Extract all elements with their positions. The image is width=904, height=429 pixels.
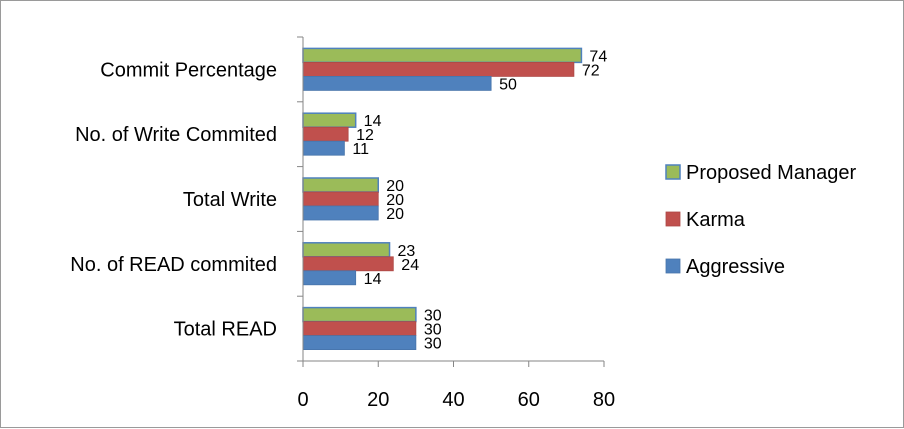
data-label: 11 [352,141,369,158]
category-label: Commit Percentage [100,59,277,81]
bar-aggressive-2 [302,205,379,221]
data-label: 30 [424,308,442,325]
axes: Commit Percentage No. of Write Commited To… [70,36,615,411]
bar-proposed-manager-3 [302,242,391,258]
tick-label: 80 [593,389,615,411]
legend-swatch [665,164,681,180]
bar-aggressive-4 [302,335,417,351]
bar-aggressive-1 [302,140,345,156]
category-label: Total READ [174,319,277,341]
data-label: 12 [356,127,374,144]
bar-aggressive-3 [302,270,357,286]
legend: Proposed Manager Karma Aggressive [665,162,856,278]
bar-karma-3 [302,256,394,272]
data-label: 24 [401,257,419,274]
bar-karma-0 [302,62,575,77]
legend-label: Proposed Manager [686,162,856,184]
legend-swatch [665,211,681,227]
data-label: 30 [424,336,442,353]
category-label: Total Write [183,189,277,211]
data-label: 20 [386,206,404,223]
bar-proposed-manager-1 [302,112,357,128]
tick-label: 40 [442,389,464,411]
data-label: 20 [386,192,404,209]
bar-karma-4 [302,321,417,337]
legend-label: Aggressive [686,256,785,278]
data-label: 14 [364,113,382,130]
data-label: 23 [398,243,416,260]
bar-proposed-manager-2 [302,177,379,193]
tick-label: 20 [367,389,389,411]
legend-label: Karma [686,209,746,231]
data-label: 14 [364,271,382,288]
tick-label: 0 [297,389,308,411]
category-label: No. of READ commited [70,254,277,276]
bar-aggressive-0 [302,76,492,91]
data-label: 74 [589,48,607,65]
tick-label: 60 [518,389,540,411]
bar-karma-2 [302,191,379,207]
bar-proposed-manager-4 [302,306,417,323]
bar-karma-1 [302,126,349,142]
data-label: 20 [386,178,404,195]
legend-swatch [665,258,681,274]
data-label: 72 [582,62,600,79]
data-label: 30 [424,322,442,339]
category-label: No. of Write Commited [75,124,277,146]
data-label: 50 [499,76,517,93]
bar-proposed-manager-0 [302,47,583,64]
